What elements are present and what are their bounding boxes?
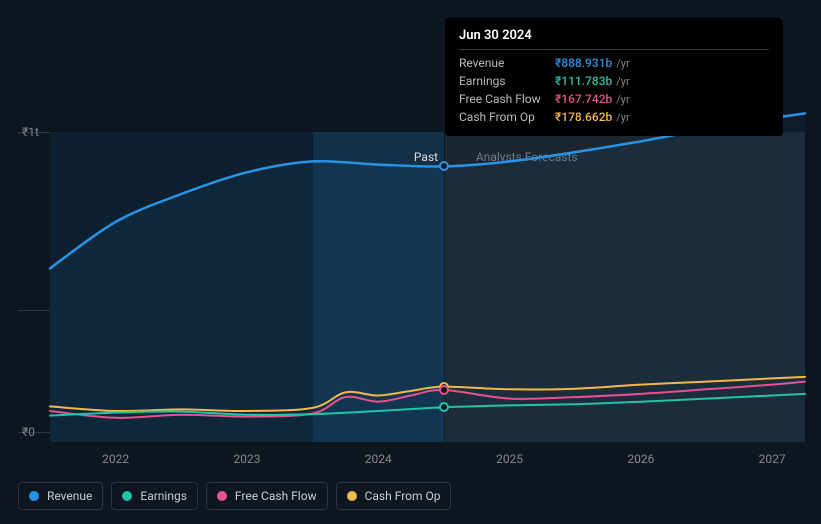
legend-label: Cash From Op <box>365 489 441 503</box>
tooltip-suffix: /yr <box>616 75 629 88</box>
legend-item[interactable]: Earnings <box>111 482 198 510</box>
tooltip-label: Earnings <box>459 74 555 88</box>
plot-area[interactable] <box>50 132 805 442</box>
legend-dot-icon <box>122 491 132 501</box>
tooltip-value: ₹111.783b <box>555 74 612 88</box>
x-axis-label: 2025 <box>496 452 523 466</box>
forecast-region <box>444 132 805 442</box>
highlight-band <box>313 132 444 442</box>
tooltip-row: Earnings₹111.783b/yr <box>459 72 769 90</box>
tooltip-value: ₹178.662b <box>555 110 612 124</box>
series-marker <box>439 161 449 171</box>
y-axis-label: ₹0 <box>22 425 35 439</box>
tooltip-label: Cash From Op <box>459 110 555 124</box>
legend-dot-icon <box>347 491 357 501</box>
tooltip-row: Cash From Op₹178.662b/yr <box>459 108 769 126</box>
legend-label: Earnings <box>140 489 187 503</box>
tooltip-value: ₹888.931b <box>555 56 612 70</box>
legend-label: Free Cash Flow <box>235 489 317 503</box>
legend-item[interactable]: Free Cash Flow <box>206 482 328 510</box>
series-marker <box>439 402 449 412</box>
legend-label: Revenue <box>47 489 92 503</box>
x-axis-label: 2024 <box>365 452 392 466</box>
x-axis-label: 2023 <box>233 452 260 466</box>
tooltip-suffix: /yr <box>616 93 629 106</box>
tooltip-label: Free Cash Flow <box>459 92 555 106</box>
tooltip-row: Free Cash Flow₹167.742b/yr <box>459 90 769 108</box>
tooltip-suffix: /yr <box>616 111 629 124</box>
past-label: Past <box>414 150 438 164</box>
x-axis-label: 2022 <box>102 452 129 466</box>
tooltip-date: Jun 30 2024 <box>459 28 769 50</box>
legend: Revenue Earnings Free Cash Flow Cash From O… <box>18 482 451 510</box>
legend-dot-icon <box>29 491 39 501</box>
legend-item[interactable]: Revenue <box>18 482 103 510</box>
tooltip-label: Revenue <box>459 56 555 70</box>
legend-item[interactable]: Cash From Op <box>336 482 452 510</box>
tooltip-suffix: /yr <box>616 57 629 70</box>
chart-container: Past Analysts Forecasts ₹1t ₹0 2022 2023 20… <box>0 0 821 524</box>
past-forecast-divider <box>444 132 445 442</box>
tooltip-value: ₹167.742b <box>555 92 612 106</box>
legend-dot-icon <box>217 491 227 501</box>
chart-tooltip: Jun 30 2024 Revenue₹888.931b/yrEarnings₹… <box>445 18 783 136</box>
y-axis-label: ₹1t <box>22 125 39 139</box>
tooltip-row: Revenue₹888.931b/yr <box>459 54 769 72</box>
x-axis-label: 2026 <box>627 452 654 466</box>
series-marker <box>439 385 449 395</box>
forecast-label: Analysts Forecasts <box>476 150 578 164</box>
x-axis-label: 2027 <box>759 452 786 466</box>
